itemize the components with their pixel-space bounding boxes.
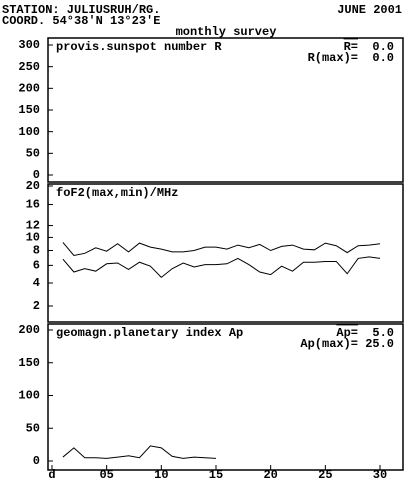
panel-title: geomagn.planetary index Ap [56, 326, 243, 340]
x-tick-label: 15 [209, 468, 223, 480]
y-tick-label: 50 [26, 421, 40, 435]
y-tick-label: 100 [18, 389, 40, 403]
stat-value: 0.0 [372, 40, 394, 54]
stat-value: 25.0 [365, 337, 394, 351]
panel-title: provis.sunspot number R [56, 40, 222, 54]
y-tick-label: 20 [26, 179, 40, 193]
y-tick-label: 16 [26, 198, 40, 212]
coord: COORD. 54°38'N 13°23'E [2, 14, 160, 28]
y-tick-label: 10 [26, 231, 40, 245]
y-tick-label: 250 [18, 60, 40, 74]
y-tick-label: 150 [18, 103, 40, 117]
y-tick-label: 50 [26, 147, 40, 161]
y-tick-label: 200 [18, 323, 40, 337]
stat-label: Ap(max)= [300, 337, 358, 351]
date: JUNE 2001 [337, 3, 402, 17]
series-line [62, 242, 381, 257]
stat-value: 5.0 [372, 326, 394, 340]
y-tick-label: 8 [33, 244, 40, 258]
subtitle: monthly survey [176, 25, 277, 39]
y-tick-label: 300 [18, 38, 40, 52]
stat-label: R(max)= [308, 51, 358, 65]
y-tick-label: 6 [33, 259, 40, 273]
y-tick-label: 0 [33, 168, 40, 182]
y-tick-label: 100 [18, 125, 40, 139]
stat-value: 0.0 [372, 51, 394, 65]
x-tick-label: 10 [154, 468, 168, 480]
y-tick-label: 150 [18, 356, 40, 370]
y-tick-label: 200 [18, 82, 40, 96]
x-tick-label: 05 [99, 468, 113, 480]
panel [47, 183, 404, 323]
y-tick-label: 0 [33, 454, 40, 468]
y-tick-label: 4 [33, 276, 40, 290]
x-tick-label: 25 [318, 468, 332, 480]
y-tick-label: 2 [33, 299, 40, 313]
y-tick-label: 12 [26, 219, 40, 233]
panel-title: foF2(max,min)/MHz [56, 186, 178, 200]
x-tick-label: 20 [263, 468, 277, 480]
panel [47, 323, 404, 471]
stat-label: Ap= [336, 326, 358, 340]
x-tick-label: 30 [373, 468, 387, 480]
x-tick-label: d [48, 468, 55, 480]
series-line [62, 256, 381, 279]
station: STATION: JULIUSRUH/RG. [2, 3, 160, 17]
stat-label: R= [344, 40, 358, 54]
series-line [62, 445, 217, 459]
